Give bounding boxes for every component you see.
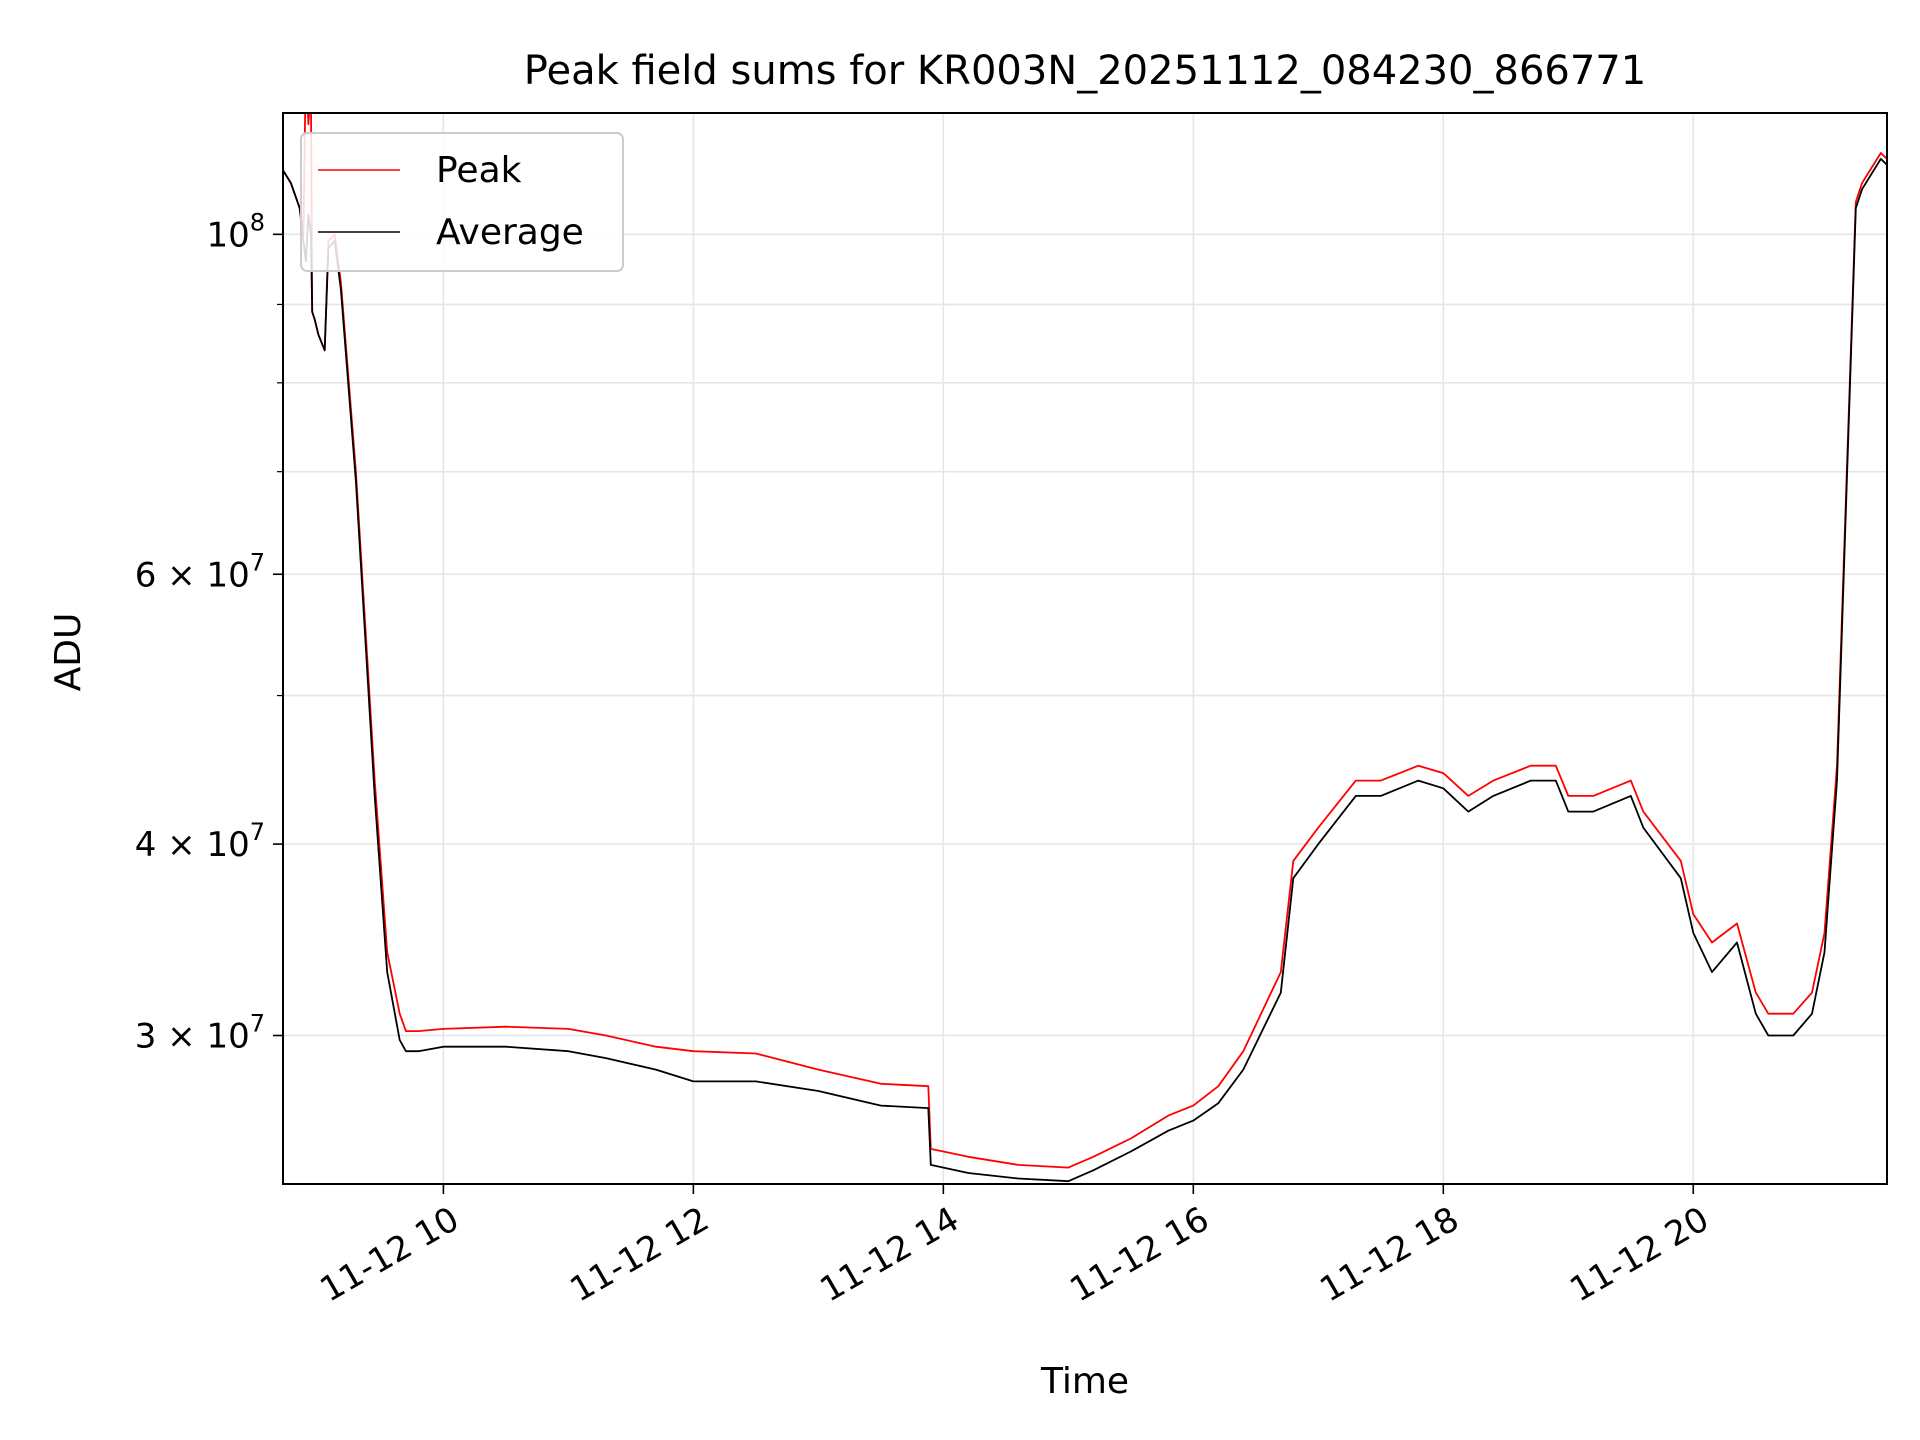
legend-label-average: Average xyxy=(436,212,584,253)
y-tick-label: 3 × 107 xyxy=(135,1010,265,1057)
y-tick-label: 6 × 107 xyxy=(135,548,265,595)
grid xyxy=(283,113,1887,1184)
x-axis-label: Time xyxy=(1040,1361,1129,1402)
plot-frame xyxy=(282,112,1888,1185)
y-tick-label: 4 × 107 xyxy=(135,818,265,865)
legend-box xyxy=(300,132,624,272)
y-axis-label: ADU xyxy=(48,613,89,692)
legend: Peak Average xyxy=(300,132,624,272)
chart-title: Peak field sums for KR003N_20251112_0842… xyxy=(524,48,1646,94)
legend-label-peak: Peak xyxy=(436,150,522,191)
